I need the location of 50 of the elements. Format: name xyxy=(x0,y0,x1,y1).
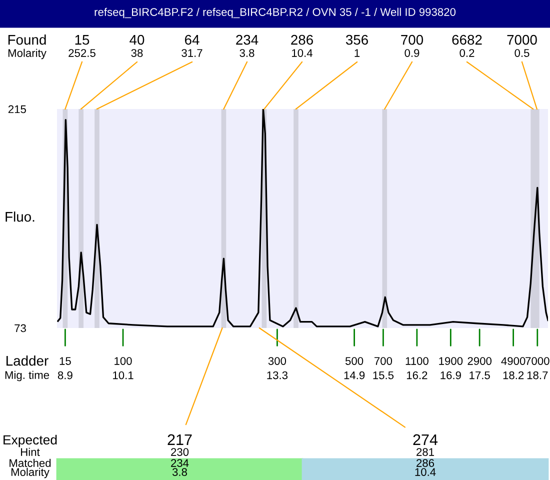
text: 10.4 xyxy=(415,468,436,476)
text: Matched xyxy=(10,458,51,467)
band-label: 356 1 xyxy=(346,34,368,57)
x-tick-label: 10.1 xyxy=(113,371,134,380)
text: 286 xyxy=(416,459,434,467)
band-label: 700 0.9 xyxy=(401,34,424,57)
x-tick-label: 17.5 xyxy=(470,371,490,380)
y-tick-label: 215 xyxy=(8,105,26,114)
text: Molarity xyxy=(11,468,50,478)
text: Mig. time xyxy=(5,370,50,382)
x-tick-label: 16.2 xyxy=(406,371,428,380)
y-axis-title: Fluo. xyxy=(6,212,34,222)
text: 3.8 xyxy=(172,468,187,476)
x-tick-label: 18.7 xyxy=(527,371,548,380)
band-label: 7000 0.5 xyxy=(507,34,537,57)
x-tick-label: 18.2 xyxy=(503,371,524,380)
text: 234 xyxy=(171,459,189,467)
text: Found xyxy=(8,34,46,45)
annotation: 15 xyxy=(60,357,71,365)
text: 281 xyxy=(416,448,434,456)
band-label: 40 38 xyxy=(130,34,144,57)
band-label: 15 252.5 xyxy=(68,35,96,57)
annotation: 100 xyxy=(114,357,132,365)
annotation: 700 xyxy=(374,357,392,365)
annotation: 217 xyxy=(168,434,192,445)
annotation: 2900 xyxy=(468,357,492,365)
annotation: 7000 xyxy=(526,357,550,365)
annotation: 1100 xyxy=(406,357,428,365)
text: Hint xyxy=(21,448,40,456)
text: Molarity xyxy=(8,48,46,60)
band-label: 64 31.7 xyxy=(182,34,202,57)
x-tick-label: 13.3 xyxy=(267,371,288,380)
text: Expected xyxy=(4,434,57,448)
text: Ladder xyxy=(6,356,48,366)
annotation: 500 xyxy=(345,357,364,365)
chart-title: refseq_BIRC4BP.F2 / refseq_BIRC4BP.R2 / OVN 35 / -1 / Well ID 993820 xyxy=(94,8,456,18)
annotation: 1900 xyxy=(439,357,463,365)
x-tick-label: 15.5 xyxy=(373,371,394,380)
x-tick-label: 14.9 xyxy=(344,371,365,380)
annotation: 274 xyxy=(413,434,438,445)
text: 230 xyxy=(171,448,189,456)
band-label: 6682 0.2 xyxy=(452,34,482,57)
band-label: 286 10.4 xyxy=(291,34,313,57)
y-tick-label: 73 xyxy=(14,324,26,332)
x-tick-label: 16.9 xyxy=(440,371,461,380)
annotation: 300 xyxy=(268,357,286,365)
x-tick-label: 8.9 xyxy=(58,371,72,380)
line-series xyxy=(57,109,548,328)
annotation: 4900 xyxy=(501,357,526,365)
band-label: 234 3.8 xyxy=(236,34,258,57)
